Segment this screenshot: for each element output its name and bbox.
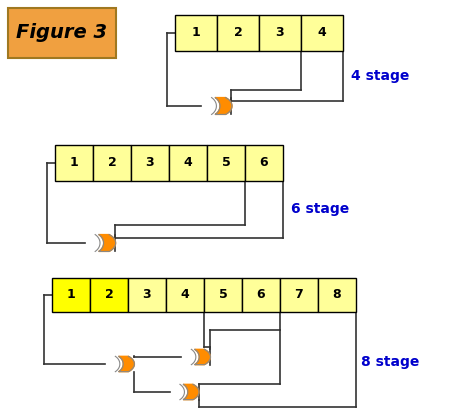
Text: 4: 4 <box>318 26 327 39</box>
Text: 8: 8 <box>333 288 341 301</box>
FancyBboxPatch shape <box>280 278 318 312</box>
FancyBboxPatch shape <box>259 15 301 51</box>
FancyBboxPatch shape <box>131 145 169 181</box>
Polygon shape <box>183 384 199 400</box>
Text: 4: 4 <box>181 288 190 301</box>
Text: 1: 1 <box>191 26 201 39</box>
Polygon shape <box>195 349 210 364</box>
Text: 3: 3 <box>143 288 151 301</box>
FancyBboxPatch shape <box>8 8 116 58</box>
Text: 5: 5 <box>222 156 230 170</box>
FancyBboxPatch shape <box>52 278 90 312</box>
Text: 7: 7 <box>295 288 303 301</box>
Text: 8 stage: 8 stage <box>361 355 419 369</box>
FancyBboxPatch shape <box>207 145 245 181</box>
Text: 6 stage: 6 stage <box>291 202 349 216</box>
FancyBboxPatch shape <box>301 15 343 51</box>
FancyBboxPatch shape <box>242 278 280 312</box>
Text: 1: 1 <box>67 288 75 301</box>
Text: 2: 2 <box>105 288 113 301</box>
Text: 2: 2 <box>108 156 117 170</box>
FancyBboxPatch shape <box>245 145 283 181</box>
Text: 4 stage: 4 stage <box>351 69 410 83</box>
Polygon shape <box>99 234 116 251</box>
FancyBboxPatch shape <box>128 278 166 312</box>
FancyBboxPatch shape <box>169 145 207 181</box>
Text: 3: 3 <box>276 26 284 39</box>
FancyBboxPatch shape <box>318 278 356 312</box>
Text: 5: 5 <box>219 288 228 301</box>
Text: 2: 2 <box>234 26 242 39</box>
Text: 3: 3 <box>146 156 155 170</box>
FancyBboxPatch shape <box>166 278 204 312</box>
FancyBboxPatch shape <box>204 278 242 312</box>
Text: 6: 6 <box>260 156 268 170</box>
FancyBboxPatch shape <box>90 278 128 312</box>
FancyBboxPatch shape <box>93 145 131 181</box>
FancyBboxPatch shape <box>55 145 93 181</box>
Text: Figure 3: Figure 3 <box>17 23 108 43</box>
Polygon shape <box>215 97 232 115</box>
FancyBboxPatch shape <box>175 15 217 51</box>
Text: 6: 6 <box>257 288 265 301</box>
Text: 1: 1 <box>70 156 78 170</box>
Text: 4: 4 <box>183 156 192 170</box>
Polygon shape <box>118 356 135 372</box>
FancyBboxPatch shape <box>217 15 259 51</box>
